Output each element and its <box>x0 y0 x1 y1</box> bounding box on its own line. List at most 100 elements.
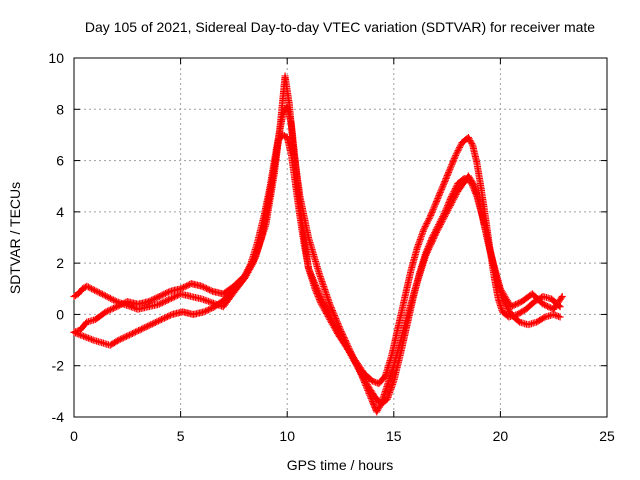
data-point <box>102 308 110 316</box>
data-point <box>507 303 515 311</box>
x-tick-label: 25 <box>599 428 615 444</box>
interpolated-markers <box>509 298 524 310</box>
interpolated-markers <box>200 296 226 310</box>
data-point <box>76 331 84 339</box>
interpolated-markers <box>202 304 217 315</box>
interpolated-markers <box>220 281 243 309</box>
data-point <box>155 300 163 308</box>
data-point <box>422 251 430 259</box>
interpolated-markers <box>78 332 89 341</box>
interpolated-markers <box>433 184 446 204</box>
interpolated-markers <box>541 301 556 313</box>
interpolated-markers <box>327 302 344 332</box>
data-point <box>70 328 78 336</box>
interpolated-markers <box>497 286 514 309</box>
interpolated-markers <box>473 161 485 191</box>
interpolated-markers <box>374 402 384 414</box>
interpolated-markers <box>551 311 562 320</box>
interpolated-markers <box>448 181 461 199</box>
interpolated-markers <box>401 287 419 330</box>
interpolated-markers <box>271 117 285 176</box>
interpolated-markers <box>414 227 427 250</box>
interpolated-markers <box>116 332 132 343</box>
interpolated-markers <box>433 209 450 235</box>
data-point <box>326 300 334 308</box>
x-tick-label: 15 <box>386 428 402 444</box>
data-series <box>70 72 566 416</box>
interpolated-markers <box>359 374 376 404</box>
interpolated-markers <box>469 143 481 165</box>
data-point <box>83 282 91 290</box>
interpolated-markers <box>136 301 162 313</box>
interpolated-markers <box>423 230 440 258</box>
interpolated-markers <box>530 291 546 307</box>
data-point <box>426 213 434 221</box>
grid <box>74 58 607 417</box>
data-point <box>305 264 313 272</box>
data-point <box>313 285 321 293</box>
x-tick-label: 0 <box>70 428 78 444</box>
interpolated-markers <box>262 171 278 227</box>
interpolated-markers <box>108 337 121 348</box>
plot-frame <box>73 57 608 418</box>
interpolated-markers <box>455 173 471 194</box>
interpolated-markers <box>370 378 381 387</box>
interpolated-markers <box>221 283 237 297</box>
data-point <box>420 226 428 234</box>
x-tick-label: 20 <box>493 428 509 444</box>
x-tick-labels: 0 5 10 15 20 25 <box>70 428 615 444</box>
interpolated-markers <box>314 286 329 309</box>
interpolated-markers <box>508 312 522 325</box>
interpolated-markers <box>401 269 414 301</box>
interpolated-markers <box>305 266 320 291</box>
y-tick-label: 0 <box>56 306 64 322</box>
interpolated-markers <box>348 350 365 378</box>
data-point <box>432 228 440 236</box>
axis-ticks <box>73 57 608 418</box>
interpolated-markers <box>72 329 83 338</box>
interpolated-markers <box>281 74 293 106</box>
interpolated-markers <box>420 215 433 232</box>
interpolated-markers <box>157 288 172 300</box>
interpolated-markers <box>146 293 162 305</box>
interpolated-markers <box>296 194 312 240</box>
interpolated-markers <box>465 173 478 189</box>
data-point <box>445 167 453 175</box>
interpolated-markers <box>252 222 269 260</box>
interpolated-markers <box>384 379 397 401</box>
interpolated-markers <box>515 306 529 318</box>
x-axis-label: GPS time / hours <box>287 457 394 473</box>
data-point <box>157 316 165 324</box>
interpolated-markers <box>446 153 459 173</box>
data-point <box>558 292 566 300</box>
interpolated-markers <box>444 189 461 214</box>
interpolated-markers <box>523 299 537 312</box>
y-tick-label: 8 <box>56 101 64 117</box>
y-tick-label: 6 <box>56 153 64 169</box>
interpolated-markers <box>551 294 565 312</box>
data-point <box>556 313 564 321</box>
interpolated-markers <box>290 148 304 199</box>
interpolated-markers <box>157 291 183 307</box>
data-point <box>358 372 366 380</box>
interpolated-markers <box>301 243 312 271</box>
interpolated-markers <box>237 256 258 286</box>
interpolated-markers <box>376 373 388 386</box>
x-tick-label: 10 <box>279 428 295 444</box>
interpolated-markers <box>388 325 402 358</box>
interpolated-markers <box>440 168 453 189</box>
interpolated-markers <box>361 371 375 384</box>
interpolated-markers <box>478 210 493 253</box>
y-tick-label: -2 <box>52 358 65 374</box>
interpolated-markers <box>127 327 143 338</box>
y-axis-label: SDTVAR / TECUs <box>7 182 23 294</box>
interpolated-markers <box>412 253 429 291</box>
data-point <box>155 292 163 300</box>
interpolated-markers <box>427 199 440 219</box>
interpolated-markers <box>93 309 109 323</box>
interpolated-markers <box>305 235 323 276</box>
data-point <box>115 336 123 344</box>
data-point <box>539 300 547 308</box>
interpolated-markers <box>75 286 85 297</box>
